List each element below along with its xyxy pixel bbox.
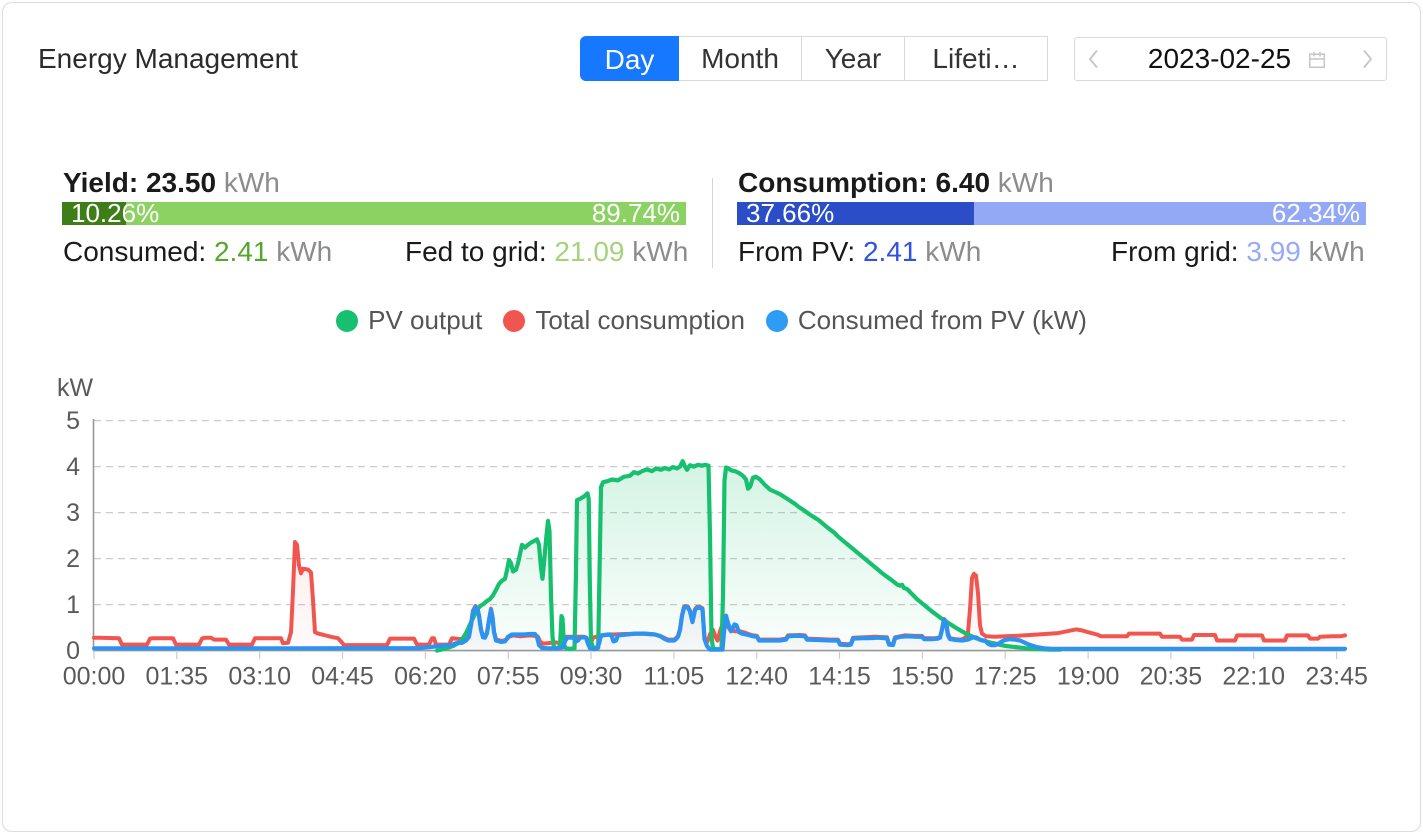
svg-text:4: 4 xyxy=(66,453,80,481)
svg-text:kW: kW xyxy=(57,374,94,402)
svg-text:00:00: 00:00 xyxy=(63,663,126,691)
svg-text:22:10: 22:10 xyxy=(1222,663,1285,691)
svg-text:14:15: 14:15 xyxy=(808,663,871,691)
svg-text:19:00: 19:00 xyxy=(1057,663,1120,691)
svg-text:1: 1 xyxy=(66,591,80,619)
svg-text:2: 2 xyxy=(66,545,80,573)
svg-text:01:35: 01:35 xyxy=(146,663,209,691)
svg-text:15:50: 15:50 xyxy=(891,663,954,691)
svg-text:5: 5 xyxy=(66,407,80,435)
svg-text:09:30: 09:30 xyxy=(560,663,623,691)
svg-text:20:35: 20:35 xyxy=(1140,663,1203,691)
svg-text:07:55: 07:55 xyxy=(477,663,540,691)
svg-text:03:10: 03:10 xyxy=(228,663,291,691)
svg-text:04:45: 04:45 xyxy=(311,663,374,691)
svg-text:06:20: 06:20 xyxy=(394,663,457,691)
svg-text:12:40: 12:40 xyxy=(725,663,788,691)
svg-text:23:45: 23:45 xyxy=(1305,663,1368,691)
svg-text:3: 3 xyxy=(66,499,80,527)
svg-text:11:05: 11:05 xyxy=(644,663,705,691)
svg-text:17:25: 17:25 xyxy=(974,663,1037,691)
svg-text:0: 0 xyxy=(66,637,80,665)
